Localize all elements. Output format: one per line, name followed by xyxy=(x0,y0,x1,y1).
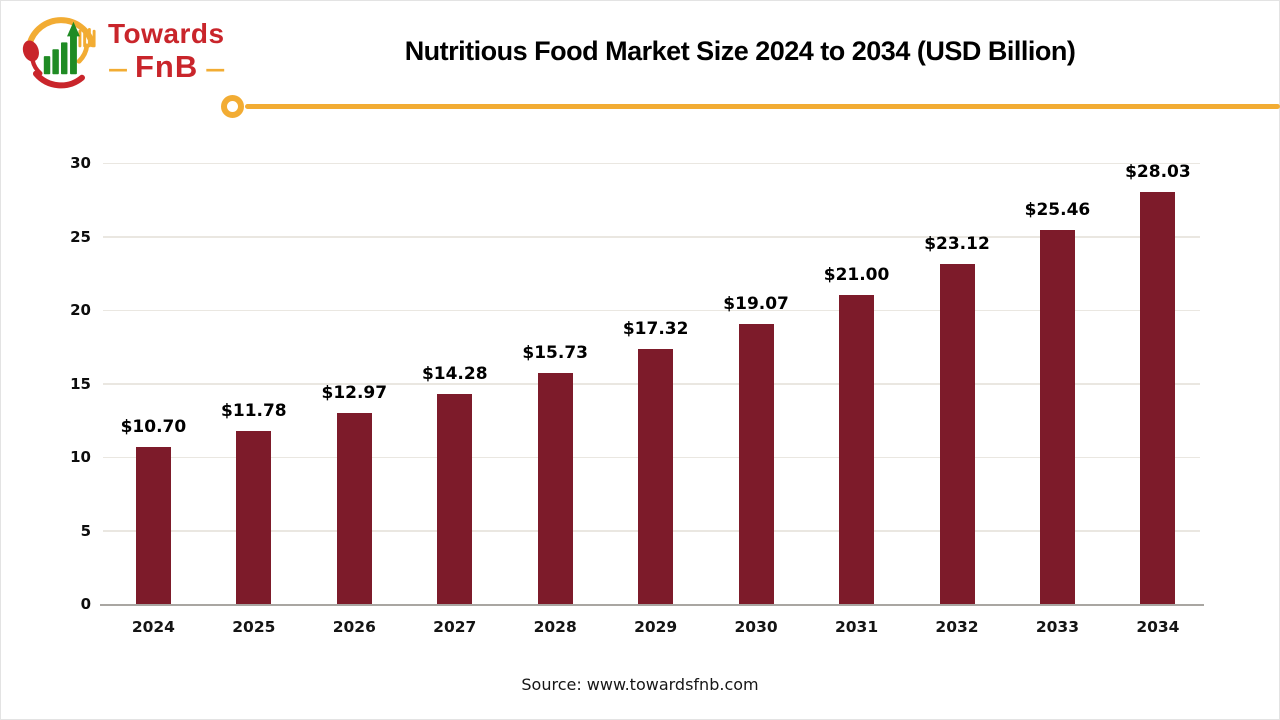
bar-value-label: $14.28 xyxy=(421,364,488,385)
bar-value-label: $28.03 xyxy=(1125,161,1191,182)
gridline xyxy=(103,162,1200,164)
bar xyxy=(336,413,372,604)
logo: Towards — FnB — xyxy=(18,8,225,94)
bar-value-label: $23.12 xyxy=(924,234,990,255)
bar-value-label: $17.32 xyxy=(622,319,689,340)
bar xyxy=(939,264,975,604)
bar-value-label: $21.00 xyxy=(823,265,890,286)
y-axis-tick-label: 0 xyxy=(80,595,91,613)
x-axis-tick-label: 2028 xyxy=(533,618,577,636)
x-axis-tick-label: 2030 xyxy=(734,618,778,636)
towards-fnb-logo-icon xyxy=(22,17,96,89)
bar-value-label: $19.07 xyxy=(723,293,789,314)
y-axis-tick-label: 25 xyxy=(70,227,91,246)
bar xyxy=(839,295,875,604)
bar xyxy=(135,446,171,604)
title-underline xyxy=(221,95,1280,118)
bar xyxy=(1039,229,1075,604)
bar xyxy=(236,430,272,604)
x-axis-tick-label: 2029 xyxy=(634,618,678,636)
y-axis-tick-label: 20 xyxy=(70,301,91,319)
x-axis-line xyxy=(100,604,1204,606)
gridline xyxy=(103,236,1200,238)
x-axis-tick-label: 2031 xyxy=(834,618,879,636)
logo-arc-yellow xyxy=(26,17,96,48)
x-axis-tick-label: 2033 xyxy=(1035,618,1079,636)
growth-bars-icon xyxy=(43,56,51,75)
x-axis-tick-label: 2034 xyxy=(1136,618,1180,636)
bar-value-label: $15.73 xyxy=(522,342,588,363)
bar-value-label: $10.70 xyxy=(120,416,187,437)
x-axis-tick-label: 2024 xyxy=(131,618,175,636)
y-axis-tick-label: 15 xyxy=(70,374,91,393)
x-axis-tick-label: 2027 xyxy=(433,618,477,636)
spoon-icon xyxy=(22,40,39,62)
bar xyxy=(1140,191,1176,604)
bar xyxy=(738,323,774,604)
logo-arc-red xyxy=(32,70,85,89)
bar xyxy=(638,349,674,604)
y-axis-tick-label: 10 xyxy=(70,448,91,466)
bar-value-label: $12.97 xyxy=(321,383,388,404)
y-axis-tick-label: 5 xyxy=(80,521,91,540)
logo-brand-sub: FnB xyxy=(135,49,199,84)
x-axis-tick-label: 2025 xyxy=(232,618,276,636)
x-axis-tick-label: 2032 xyxy=(935,618,979,636)
logo-text: Towards — FnB — xyxy=(108,18,226,84)
chart-title: Nutritious Food Market Size 2024 to 2034… xyxy=(404,36,1076,66)
bar xyxy=(437,394,473,604)
logo-dash-right-icon: — xyxy=(205,56,226,81)
fork-icon xyxy=(78,28,96,48)
y-axis-tick-label: 30 xyxy=(70,154,91,172)
x-axis-tick-label: 2026 xyxy=(332,618,376,636)
bar-value-label: $25.46 xyxy=(1024,199,1091,220)
bar-value-label: $11.78 xyxy=(221,400,287,421)
logo-brand-name: Towards xyxy=(108,18,225,49)
logo-dash-left-icon: — xyxy=(108,56,128,81)
bar xyxy=(537,372,573,604)
gridline xyxy=(103,309,1200,311)
underline-ring-icon xyxy=(221,95,244,118)
source-text: Source: www.towardsfnb.com xyxy=(521,675,759,694)
